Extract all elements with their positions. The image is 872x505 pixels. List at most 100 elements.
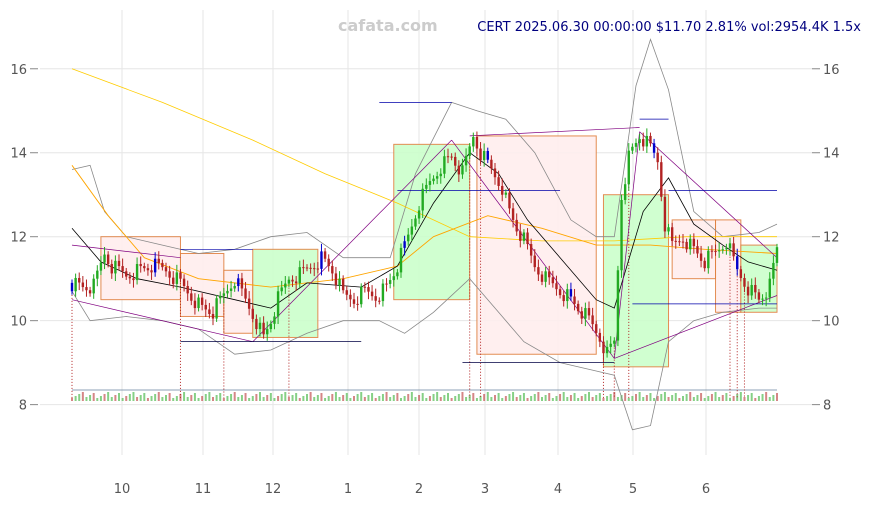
volume-bar (284, 392, 287, 401)
volume-bar (776, 393, 778, 401)
trend-line (639, 131, 778, 258)
candle-body (161, 262, 164, 268)
candle-body (497, 177, 500, 186)
volume-bar (548, 393, 551, 401)
y-tick-label-left: 10 (10, 315, 27, 330)
candle-body (233, 286, 236, 289)
candle-body (399, 247, 403, 273)
watermark: cafata.com (338, 16, 438, 35)
volume-bar (342, 395, 345, 401)
volume-bar (248, 398, 251, 401)
volume-bar (345, 393, 348, 401)
candle-body (739, 269, 743, 278)
candle-body (85, 287, 88, 291)
candle-body (645, 135, 649, 147)
volume-bar (324, 398, 327, 401)
volume-bar (772, 395, 775, 401)
trend-line (71, 244, 181, 259)
candle-body (327, 258, 330, 267)
candle-body (717, 250, 721, 252)
volume-bar (533, 394, 536, 401)
candle-body (678, 241, 681, 243)
x-tick-label: 4 (554, 482, 562, 497)
volume-bar (378, 396, 381, 401)
candle-body (728, 243, 732, 249)
candle-body (685, 241, 688, 250)
volume-bar (703, 398, 706, 401)
volume-bar (331, 394, 334, 401)
volume-bar (85, 397, 88, 401)
candle-body (428, 181, 432, 185)
candle-body (211, 314, 215, 319)
y-tick-label-left: 14 (10, 147, 27, 162)
volume-bar (132, 392, 135, 401)
candle-body (258, 322, 262, 330)
volume-bar (219, 393, 222, 401)
volume-bar (287, 397, 290, 401)
volume-bar (237, 397, 240, 401)
volume-bar (327, 396, 330, 401)
volume-bar (183, 392, 186, 401)
candle-body (439, 173, 442, 177)
volume-bar (168, 393, 171, 401)
candle-body (421, 188, 424, 211)
x-tick-label: 12 (265, 482, 282, 497)
volume-bar (700, 393, 703, 401)
volume-bar (562, 392, 565, 401)
volume-bar (653, 398, 656, 401)
candle-body (768, 278, 771, 298)
volume-bar (291, 395, 294, 401)
volume-bar (371, 393, 374, 401)
volume-bar (193, 393, 196, 401)
candle-body (649, 135, 652, 144)
candle-body (703, 260, 706, 269)
candle-body (103, 254, 106, 263)
candle-body (396, 272, 399, 277)
candle-body (222, 293, 226, 296)
y-tick-label-left: 16 (10, 63, 27, 78)
candle-body (287, 279, 291, 284)
volume-bar (103, 394, 106, 401)
volume-bar (356, 394, 359, 401)
candle-body (772, 262, 775, 279)
candle-body (519, 231, 522, 241)
volume-bar (92, 393, 95, 401)
candle-body (736, 256, 739, 270)
volume-bar (316, 395, 319, 401)
volume-bar (392, 395, 395, 401)
volume-bar (541, 397, 543, 401)
volume-bar (146, 398, 149, 401)
volume-bar (685, 394, 688, 401)
candle-body (370, 291, 374, 297)
volume-bar (475, 398, 478, 401)
volume-bar (718, 397, 721, 401)
volume-bar (761, 394, 764, 401)
volume-bar (501, 398, 504, 401)
volume-bar (212, 397, 214, 401)
x-tick-label: 11 (195, 482, 212, 497)
candle-body (226, 290, 229, 294)
volume-bar (674, 393, 677, 401)
volume-bar (544, 395, 547, 401)
volume-bar (682, 396, 684, 401)
volume-bar (663, 392, 666, 401)
candle-body (349, 294, 352, 300)
volume-bar (450, 398, 453, 401)
candle-body (529, 244, 533, 256)
volume-bar (671, 395, 674, 401)
candle-body (193, 300, 197, 309)
volume-bar (363, 397, 366, 401)
candle-body (775, 247, 779, 263)
volume-bar (461, 392, 464, 401)
chart-header: CERT 2025.06.30 00:00:00 $11.70 2.81% vo… (477, 20, 861, 35)
volume-bar (689, 392, 692, 401)
candle-body (266, 329, 269, 335)
volume-bar (197, 398, 200, 401)
candle-body (117, 260, 121, 267)
y-tick-label-right: 16 (823, 63, 840, 78)
x-tick-label: 1 (344, 482, 352, 497)
upper-band-line (71, 38, 778, 259)
volume-bar (624, 393, 627, 401)
candle-body (190, 293, 193, 301)
candle-body (674, 240, 677, 242)
